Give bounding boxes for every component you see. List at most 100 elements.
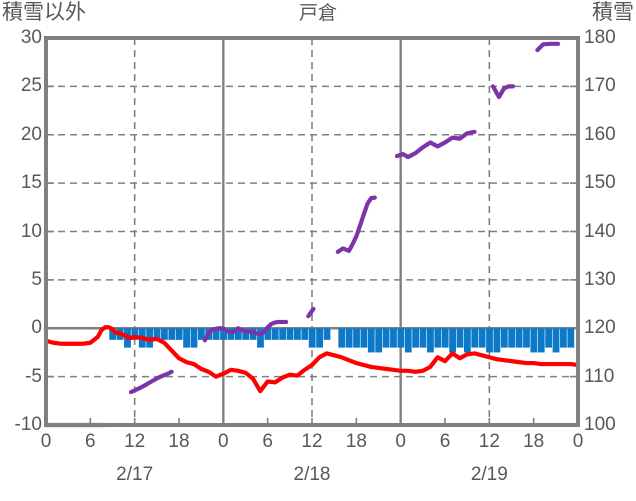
precipitation-bar [183,328,190,348]
x-tick-label: 6 [439,431,451,452]
x-tick-label: 18 [168,431,190,452]
precipitation-bar [323,328,331,340]
precipitation-bar [212,328,220,340]
precipitation-bar [360,328,368,348]
snow-depth-line-segment [306,306,316,319]
precipitation-bar [397,328,405,348]
precipitation-bar [382,328,390,348]
precipitation-bar [530,328,538,353]
snow-depth-line-segment [202,319,289,343]
precipitation-bar [109,328,117,340]
right-tick-label: 100 [584,414,616,435]
precipitation-bar [493,328,501,353]
snow-depth-line-segment [128,369,174,395]
right-tick-label: 120 [584,317,616,339]
precipitation-bar [471,328,479,348]
right-tick-label: 110 [584,365,615,387]
precipitation-bar [161,328,168,340]
x-tick-label: 12 [124,431,146,452]
precipitation-bar [375,328,383,353]
left-axis-title: 積雪以外 [2,1,86,24]
precipitation-bar [523,328,530,348]
x-tick-label: 12 [301,431,323,452]
precipitation-bar [478,328,486,348]
precipitation-bar [353,328,360,348]
x-tick-label: 0 [218,431,229,452]
precipitation-bar [242,328,250,340]
precipitation-bar [153,328,161,340]
precipitation-bar [463,328,471,353]
snow-depth-line-segment [535,41,561,53]
right-tick-label: 150 [584,172,616,194]
precipitation-bar [175,328,183,340]
left-tick-label: 0 [31,317,42,339]
precipitation-bar [286,328,294,340]
right-tick-label: 130 [584,268,616,290]
precipitation-bar [404,328,412,353]
precipitation-bar [345,328,353,348]
x-tick-label: 0 [395,431,406,452]
precipitation-bar [560,328,567,348]
x-tick-label: 18 [523,431,545,452]
precipitation-bar [552,328,560,353]
precipitation-bar [190,328,198,348]
precipitation-bar [545,328,553,348]
precipitation-bar [316,328,323,348]
precipitation-bar [168,328,176,340]
precipitation-bar [131,328,139,340]
left-tick-label: 25 [20,75,42,97]
precipitation-bar [257,328,264,348]
precipitation-bar [308,328,316,348]
left-tick-label: 5 [31,268,42,290]
snow-depth-line-segment [335,195,377,254]
precipitation-bar [567,328,575,348]
right-tick-label: 180 [584,27,616,48]
left-tick-label: -5 [25,365,42,387]
precipitation-bar [486,328,493,353]
x-tick-label: 0 [40,431,52,452]
x-tick-label: 18 [345,431,367,452]
precipitation-bar [220,328,227,340]
precipitation-bar [456,328,464,348]
precipitation-bar [271,328,279,340]
left-tick-label: 30 [20,27,42,48]
left-tick-label: 20 [20,123,42,145]
precipitation-bar [234,328,242,340]
left-tick-label: 10 [20,220,42,242]
precipitation-bar [338,328,346,348]
x-tick-label: 12 [478,431,500,452]
right-tick-label: 140 [584,220,616,242]
precipitation-bar [508,328,516,348]
precipitation-bar [515,328,523,348]
precipitation-bar [441,328,449,348]
x-tick-label: 0 [572,431,584,452]
left-tick-label: -10 [14,414,42,435]
left-tick-label: 15 [20,172,42,194]
precipitation-bar [537,328,545,353]
temperature-line [43,325,581,394]
x-tick-label: 6 [262,431,273,452]
precipitation-bar [412,328,420,348]
plot-frame [44,36,580,427]
snow-depth-line-segment [490,84,516,100]
date-label: 2/18 [293,464,331,485]
chart-title: 戸倉 [298,3,337,24]
snow-depth-line-segment [394,129,477,160]
precipitation-bar [264,328,272,340]
precipitation-bar [367,328,375,353]
precipitation-bar [279,328,287,340]
precipitation-bar [500,328,508,348]
precipitation-bar [294,328,301,340]
right-tick-label: 170 [584,75,616,97]
x-tick-label: 6 [85,431,96,452]
right-axis-title: 積雪 [592,1,634,24]
precipitation-bar [301,328,309,340]
precipitation-bar [390,328,397,348]
date-label: 2/17 [116,464,154,485]
precipitation-bar [197,328,205,340]
precipitation-bar [427,328,434,353]
precipitation-bars [109,328,575,353]
right-tick-label: 160 [584,123,616,145]
